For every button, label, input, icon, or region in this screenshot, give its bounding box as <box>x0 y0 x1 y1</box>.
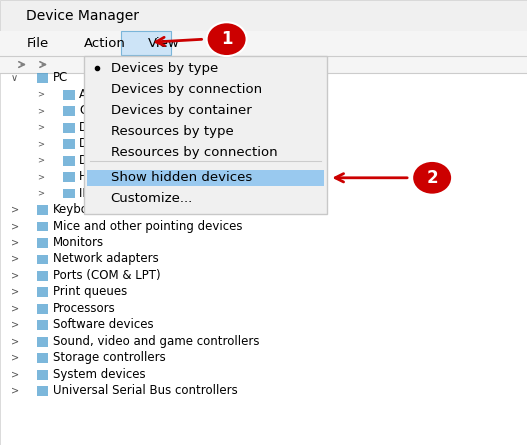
Text: >: > <box>37 172 44 181</box>
Text: >: > <box>11 287 18 297</box>
FancyBboxPatch shape <box>0 0 527 31</box>
Text: Disp: Disp <box>79 137 105 150</box>
FancyBboxPatch shape <box>63 172 75 182</box>
Text: >: > <box>37 106 44 115</box>
Text: File: File <box>26 37 48 50</box>
Text: Sound, video and game controllers: Sound, video and game controllers <box>53 335 259 348</box>
FancyBboxPatch shape <box>0 56 527 73</box>
FancyBboxPatch shape <box>37 238 48 248</box>
FancyBboxPatch shape <box>37 337 48 347</box>
Text: DVD: DVD <box>79 154 105 167</box>
Circle shape <box>207 22 247 56</box>
Text: >: > <box>11 369 18 379</box>
Text: Disk: Disk <box>79 121 104 134</box>
FancyBboxPatch shape <box>37 353 48 363</box>
Text: Customize...: Customize... <box>111 192 193 205</box>
Text: >: > <box>11 353 18 363</box>
Text: System devices: System devices <box>53 368 145 381</box>
FancyBboxPatch shape <box>0 31 527 445</box>
FancyBboxPatch shape <box>63 156 75 166</box>
FancyBboxPatch shape <box>63 189 75 198</box>
Text: Keyboards: Keyboards <box>53 203 114 216</box>
Text: >: > <box>11 205 18 214</box>
Text: View: View <box>148 37 179 50</box>
FancyBboxPatch shape <box>37 386 48 396</box>
FancyBboxPatch shape <box>37 255 48 264</box>
FancyBboxPatch shape <box>63 139 75 149</box>
FancyBboxPatch shape <box>37 370 48 380</box>
Text: Show hidden devices: Show hidden devices <box>111 171 252 184</box>
Text: Devices by type: Devices by type <box>111 62 218 75</box>
Text: Storage controllers: Storage controllers <box>53 351 165 364</box>
FancyBboxPatch shape <box>63 90 75 100</box>
Text: Software devices: Software devices <box>53 318 153 332</box>
Text: Device Manager: Device Manager <box>26 8 139 23</box>
FancyBboxPatch shape <box>37 222 48 231</box>
Text: Universal Serial Bus controllers: Universal Serial Bus controllers <box>53 384 238 397</box>
Text: 2: 2 <box>426 169 438 187</box>
FancyBboxPatch shape <box>37 304 48 314</box>
Text: IDE A: IDE A <box>79 186 111 200</box>
FancyBboxPatch shape <box>0 31 527 56</box>
FancyBboxPatch shape <box>37 271 48 281</box>
Text: Ports (COM & LPT): Ports (COM & LPT) <box>53 269 160 282</box>
Text: >: > <box>11 221 18 231</box>
Text: >: > <box>11 320 18 330</box>
Text: Resources by type: Resources by type <box>111 125 233 138</box>
Text: Processors: Processors <box>53 302 115 315</box>
Text: Resources by connection: Resources by connection <box>111 146 277 159</box>
FancyBboxPatch shape <box>37 287 48 297</box>
Text: Network adapters: Network adapters <box>53 252 159 266</box>
Text: >: > <box>11 254 18 264</box>
Text: >: > <box>37 123 44 132</box>
Text: 1: 1 <box>221 30 232 48</box>
Text: ∨: ∨ <box>11 73 18 83</box>
Text: Com: Com <box>79 104 106 117</box>
Text: Devices by connection: Devices by connection <box>111 83 262 96</box>
Circle shape <box>412 161 452 195</box>
FancyBboxPatch shape <box>37 73 48 83</box>
Text: >: > <box>37 139 44 148</box>
Text: >: > <box>37 156 44 165</box>
Text: >: > <box>11 238 18 247</box>
Text: PC: PC <box>53 71 68 85</box>
FancyBboxPatch shape <box>37 205 48 215</box>
Text: Mice and other pointing devices: Mice and other pointing devices <box>53 219 242 233</box>
Text: Print queues: Print queues <box>53 285 127 299</box>
FancyBboxPatch shape <box>121 31 171 55</box>
Text: >: > <box>11 386 18 396</box>
Text: H...: H... <box>216 37 238 50</box>
FancyBboxPatch shape <box>37 320 48 330</box>
Text: >: > <box>11 336 18 346</box>
FancyBboxPatch shape <box>63 106 75 116</box>
FancyBboxPatch shape <box>63 123 75 133</box>
Text: >: > <box>11 303 18 313</box>
Text: Hum: Hum <box>79 170 107 183</box>
FancyBboxPatch shape <box>87 170 324 186</box>
FancyBboxPatch shape <box>84 56 327 214</box>
Text: Monitors: Monitors <box>53 236 104 249</box>
Text: >: > <box>11 271 18 280</box>
Text: >: > <box>37 189 44 198</box>
Text: Aud: Aud <box>79 88 102 101</box>
Text: Devices by container: Devices by container <box>111 104 251 117</box>
Text: Action: Action <box>84 37 126 50</box>
Text: >: > <box>37 90 44 99</box>
